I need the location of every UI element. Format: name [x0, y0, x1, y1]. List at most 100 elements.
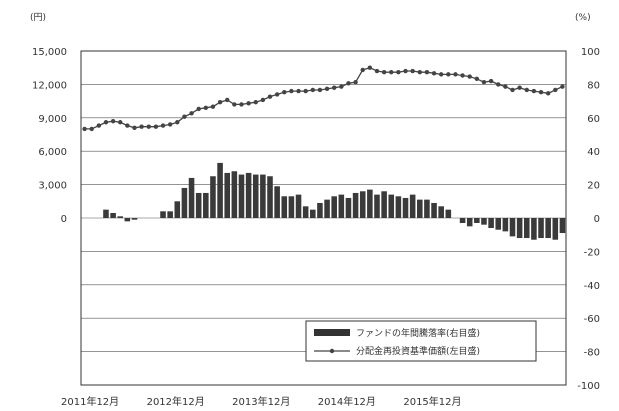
bar [110, 212, 116, 218]
bar [195, 192, 202, 218]
bar [295, 194, 302, 218]
left-tick-label: 6,000 [38, 147, 67, 158]
nav-point [210, 104, 216, 109]
bar [245, 172, 252, 218]
bar [538, 218, 544, 239]
nav-point [367, 65, 373, 70]
bar [331, 196, 337, 218]
bar [502, 218, 509, 232]
nav-point [253, 100, 258, 105]
right-tick-label: 40 [587, 147, 600, 158]
nav-point [289, 88, 294, 94]
nav-point [267, 94, 273, 99]
right-tick-label: -20 [584, 247, 600, 258]
bar [274, 186, 280, 218]
legend-bar-label: ファンドの年間騰落率(右目盛) [356, 327, 480, 339]
bar [545, 218, 551, 239]
nav-point [510, 87, 515, 93]
bar [103, 209, 109, 218]
axes: 15,000 12,000 9,000 6,000 3,000 0 100 80 60 40 20 0… [32, 47, 600, 408]
nav-point [167, 122, 173, 127]
nav-point [232, 102, 237, 107]
nav-point [553, 87, 558, 93]
bar [509, 218, 516, 237]
nav-point [346, 81, 351, 86]
nav-point [89, 126, 94, 132]
nav-point [132, 125, 137, 131]
nav-point [110, 118, 116, 124]
nav-point [503, 84, 508, 89]
nav-point [82, 126, 87, 132]
nav-point [96, 123, 102, 128]
bar [310, 209, 316, 218]
nav-point [246, 101, 251, 106]
right-tick-label: 60 [587, 114, 600, 125]
bar [417, 199, 423, 218]
nav-point [410, 68, 415, 74]
right-tick-label: 20 [587, 181, 600, 192]
nav-point [496, 82, 501, 87]
nav-point [467, 74, 472, 79]
bar [288, 196, 295, 218]
nav-point [225, 97, 230, 103]
nav-point [182, 114, 187, 119]
nav-point [474, 76, 480, 82]
bar [481, 218, 487, 225]
bar [474, 218, 480, 224]
nav-point [431, 71, 437, 76]
bar [217, 162, 223, 218]
bar [395, 196, 402, 218]
bar [203, 192, 209, 218]
bar [345, 197, 352, 218]
nav-point [153, 124, 159, 129]
bar [210, 176, 216, 218]
nav-point [160, 123, 166, 128]
nav-point [196, 106, 201, 112]
nav-point [146, 124, 151, 129]
bar [167, 211, 173, 218]
right-tick-label: -40 [584, 281, 600, 292]
bar [317, 202, 323, 218]
right-tick-label: 80 [587, 80, 600, 91]
bar [424, 199, 430, 218]
nav-point [531, 88, 537, 94]
legend-box [305, 320, 537, 362]
bar-series [103, 162, 566, 240]
bar [409, 194, 416, 218]
nav-point [389, 69, 394, 75]
bar [181, 187, 188, 218]
bar [488, 218, 494, 229]
right-axis-unit: (%) [575, 13, 591, 23]
nav-point [403, 68, 408, 74]
nav-point [217, 100, 223, 105]
x-tick-label: 2012年12月 [147, 395, 205, 407]
bar [231, 171, 238, 218]
nav-point [353, 79, 358, 85]
nav-point [331, 85, 337, 90]
bar [252, 174, 259, 218]
nav-point [446, 72, 451, 77]
x-tick-label: 2013年12月 [232, 395, 290, 407]
bar [552, 218, 559, 240]
nav-point [517, 85, 522, 90]
right-tick-label: -80 [584, 348, 600, 359]
nav-point [560, 84, 565, 89]
nav-point [296, 88, 301, 94]
bar [160, 211, 166, 218]
x-tick-label: 2015年12月 [403, 395, 461, 407]
bar [402, 197, 409, 218]
bar [338, 194, 345, 218]
nav-point [381, 69, 387, 75]
bar [466, 218, 473, 227]
left-tick-label: 15,000 [32, 47, 67, 58]
bar [523, 218, 530, 239]
right-tick-label: -60 [584, 314, 600, 325]
bar [224, 172, 230, 218]
bar [445, 209, 452, 218]
nav-point [545, 91, 551, 96]
bar [324, 199, 330, 218]
left-axis-unit: (円) [30, 12, 46, 23]
bar [495, 218, 502, 230]
